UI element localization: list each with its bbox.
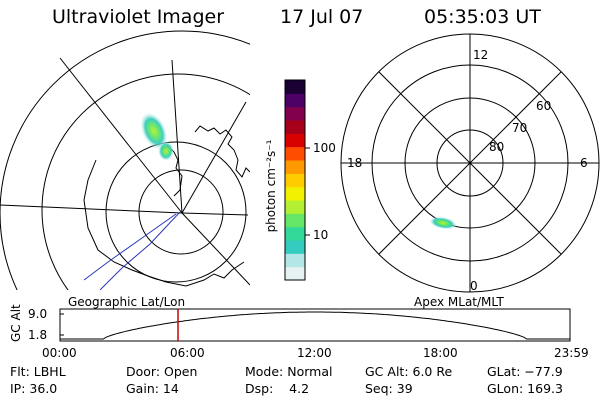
timeline-xtick-1200: 12:00 — [297, 346, 332, 360]
instrument-title: Ultraviolet Imager — [52, 6, 225, 28]
lat-label-70: 70 — [512, 121, 528, 135]
colorbar-tick-100: 100 — [313, 141, 336, 155]
colorbar-segment — [285, 133, 305, 148]
geo-panel-label: Geographic Lat/Lon — [68, 295, 186, 309]
lat-label-60: 60 — [536, 99, 552, 113]
colorbar-segment — [285, 106, 305, 121]
timeline-xtick-0000: 00:00 — [42, 346, 77, 360]
geo-lat-circle-inner — [138, 169, 224, 255]
status-ip: IP: 36.0 — [10, 381, 58, 396]
altitude-curve — [60, 311, 570, 340]
colorbar-segment — [285, 226, 305, 241]
colorbar-segment — [285, 200, 305, 214]
coastline-arc — [83, 159, 245, 287]
timeline-axis-title: GC Alt — [9, 304, 23, 342]
track-line-2 — [99, 211, 181, 290]
timeline-ytick-1-8: 1.8 — [28, 328, 48, 342]
status-filter: Flt: LBHL — [10, 364, 66, 379]
colorbar-segment — [285, 186, 305, 201]
colorbar-segment — [285, 173, 305, 188]
colorbar-tick-10: 10 — [313, 228, 329, 242]
apex-diag-2 — [378, 71, 562, 255]
colorbar-segment — [285, 93, 305, 108]
status-glat: GLat: −77.9 — [487, 364, 563, 379]
geo-meridian-5 — [0, 204, 183, 214]
geo-meridian-6 — [181, 212, 250, 286]
timeline-xtick-2359: 23:59 — [554, 346, 589, 360]
colorbar-segment — [285, 240, 305, 254]
geo-lat-circle-outer — [41, 73, 250, 290]
date-label: 17 Jul 07 — [280, 6, 364, 28]
geo-horizon-circle — [0, 30, 250, 290]
geo-lat-circle-mid — [105, 141, 247, 283]
status-gain: Gain: 14 — [126, 381, 179, 396]
status-door: Door: Open — [126, 364, 198, 379]
status-mode: Mode: Normal — [245, 364, 333, 379]
geo-meridian-4 — [181, 212, 249, 216]
status-seq: Seq: 39 — [365, 381, 413, 396]
track-line-1 — [83, 213, 177, 281]
lat-label-80: 80 — [489, 140, 505, 154]
timeline-xtick-1800: 18:00 — [423, 346, 458, 360]
colorbar-segment — [285, 120, 305, 134]
mlt-label-18: 18 — [347, 156, 363, 170]
colorbar-segment — [285, 146, 305, 161]
aurora-geo — [140, 112, 174, 161]
colorbar-stack — [285, 80, 305, 281]
geo-meridian-3 — [181, 101, 247, 214]
mlt-label-0: 0 — [470, 279, 478, 293]
timeline-ytick-9: 9.0 — [28, 307, 48, 321]
timeline-xtick-0600: 06:00 — [170, 346, 205, 360]
aurora-apex — [429, 216, 457, 230]
status-dsp: Dsp: 4.2 — [245, 381, 310, 396]
status-gc-alt: GC Alt: 6.0 Re — [365, 364, 453, 379]
geo-meridian-1 — [59, 57, 183, 214]
colorbar-segment — [285, 266, 305, 281]
colorbar-segment — [285, 213, 305, 228]
time-label: 05:35:03 UT — [424, 6, 541, 28]
mlt-label-12: 12 — [473, 48, 489, 62]
colorbar-segment — [285, 160, 305, 174]
apex-panel-label: Apex MLat/MLT — [414, 295, 504, 309]
mlt-label-6: 6 — [580, 156, 588, 170]
colorbar-segment — [285, 80, 305, 94]
colorbar-segment — [285, 253, 305, 268]
status-glon: GLon: 169.3 — [487, 381, 563, 396]
